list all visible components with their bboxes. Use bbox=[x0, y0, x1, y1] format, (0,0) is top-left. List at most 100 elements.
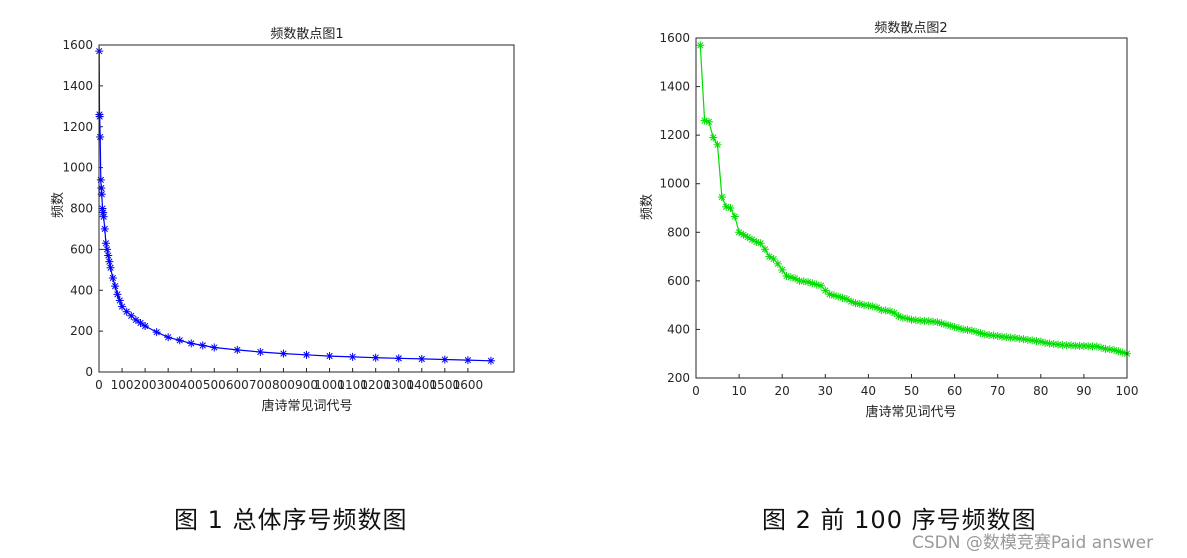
chart-2-ytick-label: 1600 bbox=[659, 31, 690, 45]
chart-1-data-point bbox=[99, 212, 108, 221]
chart-2-data-point bbox=[748, 235, 757, 244]
chart-1-data-point bbox=[348, 352, 357, 361]
chart-2-data-point bbox=[1062, 341, 1071, 350]
chart-2-data-point bbox=[726, 204, 735, 212]
chart-1-xtick-label: 100 bbox=[111, 378, 134, 392]
chart-1-data-point bbox=[95, 112, 104, 121]
chart-2-xtick-label: 80 bbox=[1033, 384, 1048, 398]
chart-2-ytick-label: 200 bbox=[667, 371, 690, 385]
chart-1-ytick-label: 1400 bbox=[62, 79, 93, 93]
chart-1-data-point bbox=[101, 239, 110, 248]
chart-1-data-point bbox=[104, 251, 113, 260]
chart-1-data-point bbox=[115, 296, 124, 305]
chart-1-xlabel: 唐诗常见词代号 bbox=[261, 398, 352, 414]
chart-2-data-point bbox=[855, 299, 864, 308]
chart-1-data-point bbox=[256, 347, 265, 356]
chart-2-data-point bbox=[1105, 345, 1114, 354]
chart-2-ytick-label: 800 bbox=[667, 225, 690, 239]
chart-2-data-point bbox=[1028, 336, 1037, 345]
chart-1-data-point bbox=[325, 352, 334, 361]
chart-2-data-point bbox=[821, 286, 830, 295]
chart-2-xtick-label: 100 bbox=[1116, 384, 1139, 398]
chart-1-data-point bbox=[463, 356, 472, 365]
chart-1-data-point bbox=[152, 328, 161, 337]
chart-1-xtick-label: 800 bbox=[272, 378, 295, 392]
chart-1-ytick-label: 1000 bbox=[62, 161, 93, 175]
chart-2: 频数散点图2 唐诗常见词代号 频数 0 10 20 30 40 50 60 70 80 90 100… bbox=[640, 21, 1138, 420]
chart-2-data-point bbox=[696, 41, 705, 50]
chart-1-ytick-label: 800 bbox=[70, 202, 93, 216]
chart-1-xtick-label: 600 bbox=[226, 378, 249, 392]
chart-1-xtick-label: 1400 bbox=[407, 378, 438, 392]
chart-1-xtick-label: 1500 bbox=[430, 378, 461, 392]
chart-1-data-point bbox=[210, 343, 219, 352]
chart-2-data-point bbox=[756, 239, 765, 248]
chart-2-ytick-label: 1200 bbox=[659, 128, 690, 142]
chart-1-data-point bbox=[111, 282, 120, 291]
chart-2-data-point bbox=[890, 308, 899, 317]
chart-1-data-point bbox=[279, 349, 288, 358]
chart-1-data-point bbox=[164, 333, 173, 342]
chart-1-data-point bbox=[233, 345, 242, 354]
chart-2-data-point bbox=[765, 252, 774, 261]
chart-2-ytick-label: 1000 bbox=[659, 177, 690, 191]
chart-1-series-line bbox=[98, 51, 491, 362]
chart-1-data-point bbox=[440, 355, 449, 364]
chart-2-xtick-label: 20 bbox=[775, 384, 790, 398]
chart-1-xtick-label: 900 bbox=[295, 378, 318, 392]
chart-1-data-point bbox=[105, 257, 114, 266]
chart-2-xlabel: 唐诗常见词代号 bbox=[865, 404, 956, 420]
chart-2-xtick-label: 90 bbox=[1076, 384, 1091, 398]
chart-2-xtick-label: 70 bbox=[990, 384, 1005, 398]
chart-2-xtick-label: 40 bbox=[861, 384, 876, 398]
chart-2-data-point bbox=[778, 265, 787, 274]
chart-2-plot-frame bbox=[695, 37, 1128, 379]
chart-2-data-point bbox=[791, 274, 800, 283]
chart-1-xtick-label: 200 bbox=[134, 378, 157, 392]
chart-1-xtick-label: 1100 bbox=[337, 378, 368, 392]
figure-2-caption: 图 2 前 100 序号频数图 bbox=[762, 506, 1037, 534]
chart-2-data-point bbox=[963, 325, 972, 334]
chart-1-ytick-label: 1200 bbox=[62, 120, 93, 134]
chart-2-data-point bbox=[864, 301, 873, 310]
chart-2-xtick-label: 0 bbox=[692, 384, 700, 398]
chart-1-data-point bbox=[103, 245, 112, 254]
chart-2-data-point bbox=[709, 133, 718, 142]
chart-1-data-point bbox=[371, 353, 380, 362]
chart-1-xtick-label: 300 bbox=[157, 378, 180, 392]
chart-1-data-point bbox=[100, 224, 109, 233]
chart-1-data-point bbox=[175, 336, 184, 345]
chart-1-data-point bbox=[96, 132, 105, 141]
chart-1-data-point bbox=[302, 350, 311, 359]
chart-1-xtick-label: 0 bbox=[95, 378, 103, 392]
chart-2-xtick-label: 30 bbox=[818, 384, 833, 398]
chart-2-ytick-label: 400 bbox=[667, 322, 690, 336]
chart-2-data-point bbox=[730, 212, 739, 221]
chart-1-xtick-label: 700 bbox=[249, 378, 272, 392]
chart-2-xtick-label: 60 bbox=[947, 384, 962, 398]
chart-1-data-point bbox=[394, 354, 403, 363]
chart-2-ylabel: 频数 bbox=[640, 194, 655, 220]
chart-1-xtick-label: 1000 bbox=[314, 378, 345, 392]
chart-2-data-point bbox=[739, 230, 748, 239]
chart-2-ytick-label: 600 bbox=[667, 274, 690, 288]
chart-2-title: 频数散点图2 bbox=[874, 21, 947, 36]
chart-1-ytick-label: 200 bbox=[70, 324, 93, 338]
chart-2-xtick-label: 10 bbox=[731, 384, 746, 398]
chart-1-data-point bbox=[486, 356, 495, 365]
chart-1-data-point bbox=[113, 290, 122, 299]
chart-2-data-point bbox=[993, 331, 1002, 340]
chart-1-xtick-label: 1200 bbox=[360, 378, 391, 392]
chart-1-title: 频数散点图1 bbox=[270, 27, 343, 42]
chart-1-data-point bbox=[118, 302, 127, 311]
chart-1-ytick-label: 400 bbox=[70, 283, 93, 297]
chart-2-data-point bbox=[842, 295, 851, 304]
chart-2-data-point bbox=[743, 233, 752, 242]
chart-1-ytick-label: 0 bbox=[85, 365, 93, 379]
chart-1-xtick-label: 400 bbox=[180, 378, 203, 392]
chart-2-data-point bbox=[773, 259, 782, 268]
chart-1-data-point bbox=[96, 175, 105, 184]
chart-2-ytick-label: 1400 bbox=[659, 80, 690, 94]
chart-1-xtick-label: 1300 bbox=[383, 378, 414, 392]
